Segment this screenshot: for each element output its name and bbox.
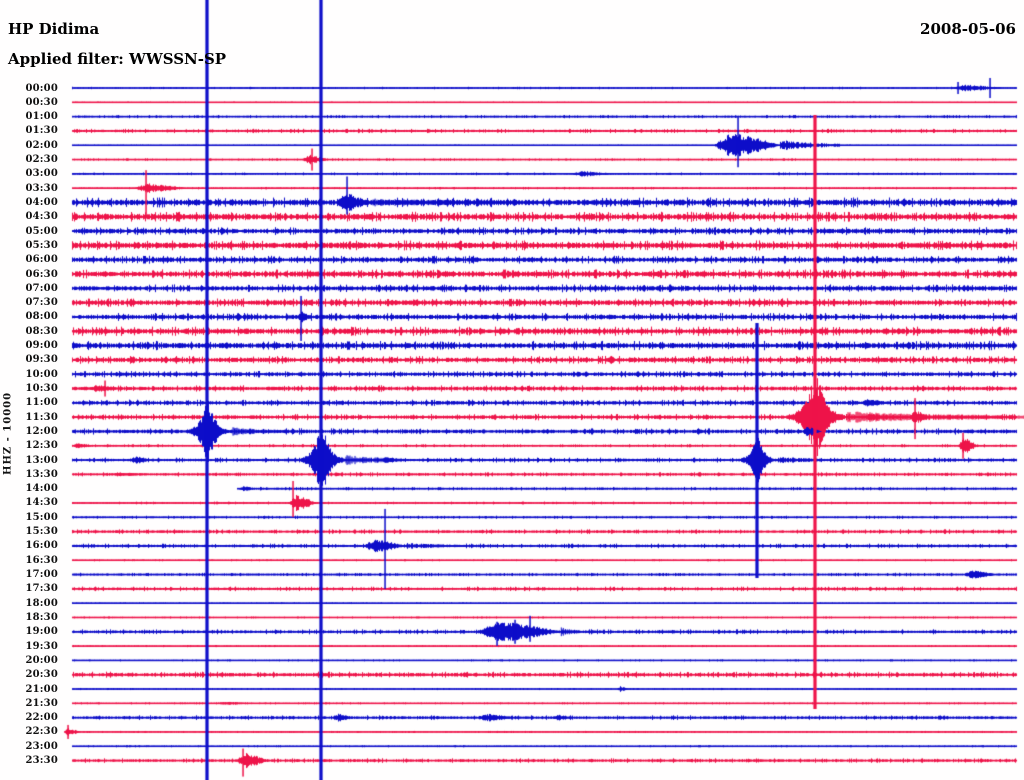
time-label-22-30: 22:30 xyxy=(25,726,58,738)
time-label-11-00: 11:00 xyxy=(25,397,58,409)
time-label-18-00: 18:00 xyxy=(25,597,58,609)
time-label-16-30: 16:30 xyxy=(25,554,58,566)
time-label-06-30: 06:30 xyxy=(25,268,58,280)
time-label-10-30: 10:30 xyxy=(25,383,58,394)
time-label-09-30: 09:30 xyxy=(25,354,58,366)
time-label-10-00: 10:00 xyxy=(25,368,58,380)
time-label-23-00: 23:00 xyxy=(25,740,58,752)
time-label-13-00: 13:00 xyxy=(25,454,58,466)
time-label-00-00: 00:00 xyxy=(25,82,58,94)
time-label-14-00: 14:00 xyxy=(25,483,58,495)
time-label-21-00: 21:00 xyxy=(25,683,58,695)
time-label-03-00: 03:00 xyxy=(25,168,58,180)
time-label-12-30: 12:30 xyxy=(25,440,58,452)
time-label-01-30: 01:30 xyxy=(25,125,58,137)
time-label-12-00: 12:00 xyxy=(25,425,58,437)
time-label-04-00: 04:00 xyxy=(25,196,58,208)
time-label-06-00: 06:00 xyxy=(25,254,58,266)
time-label-22-00: 22:00 xyxy=(25,712,58,724)
time-label-18-30: 18:30 xyxy=(25,611,58,623)
time-label-07-00: 07:00 xyxy=(25,282,58,294)
time-label-01-00: 01:00 xyxy=(25,111,58,123)
time-label-19-30: 19:30 xyxy=(25,640,58,652)
time-label-03-30: 03:30 xyxy=(25,182,58,194)
time-label-23-30: 23:30 xyxy=(25,755,58,767)
time-label-17-30: 17:30 xyxy=(25,583,58,595)
time-label-05-30: 05:30 xyxy=(25,239,58,251)
time-label-02-30: 02:30 xyxy=(25,154,58,166)
filter-label: Applied filter: WWSSN-SP xyxy=(8,50,227,68)
time-label-07-30: 07:30 xyxy=(25,297,58,309)
station-title: HP Didima xyxy=(8,20,100,38)
time-label-15-00: 15:00 xyxy=(25,511,58,523)
time-label-13-30: 13:30 xyxy=(25,468,58,480)
time-label-05-00: 05:00 xyxy=(25,225,58,237)
time-label-17-00: 17:00 xyxy=(25,569,58,581)
time-label-20-00: 20:00 xyxy=(25,654,58,666)
time-label-00-30: 00:30 xyxy=(25,96,58,108)
time-label-08-30: 08:30 xyxy=(25,325,58,337)
time-label-02-00: 02:00 xyxy=(25,139,58,151)
date-label: 2008-05-06 xyxy=(920,20,1016,38)
time-label-04-30: 04:30 xyxy=(25,211,58,223)
time-label-20-30: 20:30 xyxy=(25,669,58,681)
time-label-19-00: 19:00 xyxy=(25,626,58,638)
channel-scale-label: HHZ - 10000 xyxy=(2,391,14,475)
time-label-15-30: 15:30 xyxy=(25,526,58,538)
time-axis: 00:00 00:30 01:00 01:30 02:00 02:30 03:00 03:30… xyxy=(0,0,60,780)
time-label-16-00: 16:00 xyxy=(25,540,58,552)
time-label-11-30: 11:30 xyxy=(25,411,58,423)
time-label-08-00: 08:00 xyxy=(25,311,58,323)
time-label-09-00: 09:00 xyxy=(25,340,58,352)
time-label-14-30: 14:30 xyxy=(25,497,58,509)
time-label-21-30: 21:30 xyxy=(25,697,58,709)
